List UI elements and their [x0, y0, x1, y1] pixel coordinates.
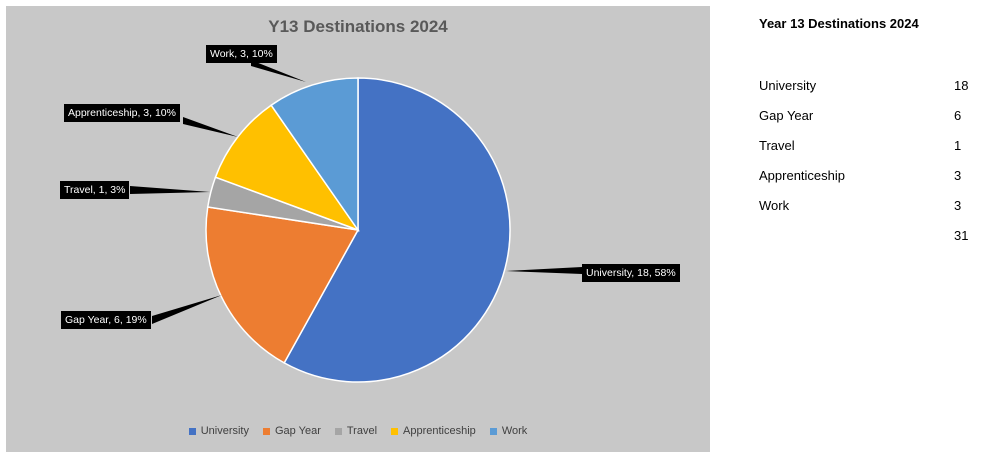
- row-value: 1: [954, 138, 962, 153]
- row-value: 18: [954, 78, 969, 93]
- table-row: Apprenticeship 3: [759, 168, 974, 198]
- data-label-apprenticeship: Apprenticeship, 3, 10%: [64, 104, 180, 122]
- legend-label: Work: [501, 425, 528, 437]
- leader-work: [251, 60, 306, 82]
- table-title: Year 13 Destinations 2024: [759, 16, 919, 31]
- legend-swatch: [188, 427, 196, 435]
- slice-work: [270, 77, 359, 233]
- destinations-table: Year 13 Destinations 2024 University 18 …: [759, 16, 974, 258]
- legend-swatch: [334, 427, 342, 435]
- data-label-travel: Travel, 1, 3%: [60, 181, 130, 199]
- data-label-university: University, 18, 58%: [582, 264, 680, 282]
- legend: University Gap Year Travel Apprenticeshi…: [6, 425, 710, 437]
- legend-item-travel: Travel: [334, 425, 378, 437]
- slice-university: [283, 77, 511, 383]
- legend-swatch: [391, 427, 399, 435]
- legend-label: Gap Year: [275, 425, 321, 437]
- row-label: Apprenticeship: [759, 168, 845, 183]
- legend-label: University: [200, 425, 249, 437]
- chart-title: Y13 Destinations 2024: [268, 17, 448, 36]
- table-row: Gap Year 6: [759, 108, 974, 138]
- leader-university: [506, 267, 582, 274]
- row-label: Gap Year: [759, 108, 814, 123]
- legend-item-work: Work: [489, 425, 528, 437]
- legend-swatch: [489, 427, 497, 435]
- total-value: 31: [954, 228, 969, 243]
- chart-area: Y13 Destinations 2024 University, 18, 58…: [6, 6, 710, 452]
- slice-gap-year: [205, 206, 360, 364]
- row-label: University: [759, 78, 817, 93]
- legend-swatch: [263, 427, 270, 435]
- leader-gap-year: [152, 295, 222, 324]
- leader-apprenticeship: [183, 117, 238, 137]
- table-row: Work 3: [759, 198, 974, 228]
- row-value: 3: [954, 168, 962, 183]
- legend-item-apprenticeship: Apprenticeship: [391, 425, 476, 437]
- table-row: University 18: [759, 78, 974, 108]
- slice-apprenticeship: [214, 104, 360, 232]
- pie-chart: [130, 60, 582, 383]
- row-label: Work: [759, 198, 790, 213]
- row-value: 3: [954, 198, 962, 213]
- data-label-gap-year: Gap Year, 6, 19%: [61, 311, 151, 329]
- legend-item-gap-year: Gap Year: [263, 425, 321, 437]
- row-value: 6: [954, 108, 962, 123]
- legend-label: Travel: [346, 425, 378, 437]
- data-label-work: Work, 3, 10%: [206, 45, 277, 63]
- row-label: Travel: [759, 138, 795, 153]
- table-total-row: 31: [759, 228, 974, 258]
- table-row: Travel 1: [759, 138, 974, 168]
- leader-travel: [130, 186, 210, 194]
- legend-label: Apprenticeship: [403, 425, 476, 437]
- legend-item-university: University: [188, 425, 249, 437]
